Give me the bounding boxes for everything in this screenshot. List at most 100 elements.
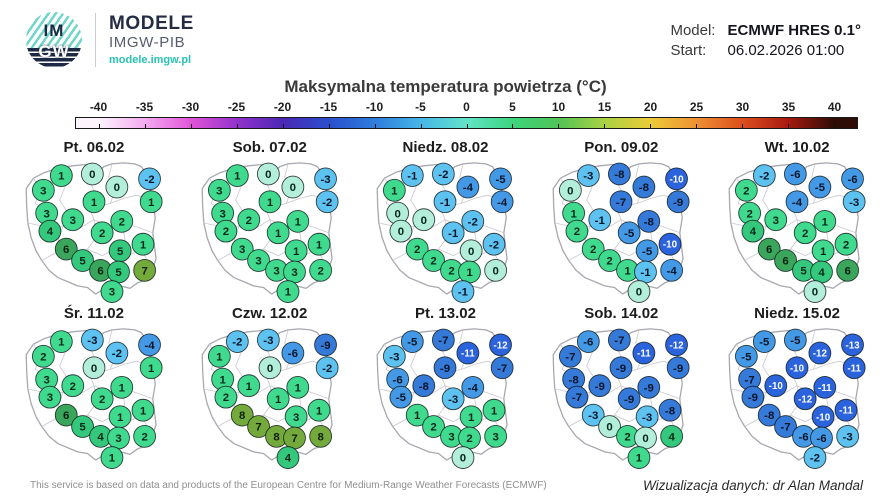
map-date-title: Pt. 06.02 [63,139,125,156]
svg-text:-11: -11 [847,363,861,374]
temperature-marker: 0 [82,356,106,380]
svg-text:0: 0 [267,363,273,375]
svg-text:2: 2 [415,244,421,256]
forecast-map-cell: Niedz. 08.02 -1 -2 -5 1 -4 -1 -4 0 0 -2 -1 0 2 2 0 -2 2 1 0… [358,139,534,305]
temperature-marker: -10 [665,167,689,191]
svg-text:1: 1 [284,287,291,299]
svg-text:-10: -10 [769,381,784,392]
svg-text:-12: -12 [798,394,813,405]
svg-text:-6: -6 [393,374,403,386]
temperature-marker: 0 [452,446,475,469]
svg-text:-12: -12 [670,340,685,351]
temperature-marker: -13 [841,333,865,357]
svg-text:7: 7 [255,422,261,434]
svg-text:1: 1 [275,228,282,240]
svg-text:4: 4 [750,226,757,238]
temperature-marker: 3 [100,280,124,303]
svg-text:2: 2 [40,351,46,363]
svg-text:-7: -7 [745,374,755,386]
forecast-map-cell: Pt. 13.02 -5 -7 -12 -3 -11 -9 -7 -6 -8 -4 -3 -5 1 2 1 1 3… [358,305,534,471]
temperature-marker: -8 [412,374,436,398]
temperature-marker: 8 [308,424,332,448]
temperature-marker: -9 [637,375,661,399]
svg-text:0: 0 [567,185,573,197]
colorbar-label: 15 [597,100,612,114]
temperature-marker: 1 [139,356,163,380]
temperature-marker: -11 [632,341,656,365]
temperature-marker: 2 [834,232,858,256]
temperature-marker: 0 [412,208,436,232]
svg-text:1: 1 [625,265,632,277]
temperature-marker: 2 [406,237,430,261]
svg-text:8: 8 [239,410,245,422]
svg-text:-4: -4 [667,265,678,277]
colorbar-label: -25 [227,100,246,114]
temperature-marker: 1 [225,164,249,187]
svg-text:1: 1 [58,337,65,349]
temperature-marker: -12 [808,341,832,365]
svg-text:5: 5 [800,265,807,277]
svg-text:-3: -3 [843,431,853,443]
temperature-marker: 3 [284,405,308,429]
svg-text:2: 2 [431,256,437,268]
svg-text:1: 1 [219,374,226,386]
poland-map: -5 -5 -13-5 -12-10 -11-7-10 -11-12-9-8-7-10-1… [728,328,866,469]
temperature-marker: 1 [276,280,300,303]
temperature-marker: -3 [636,405,659,429]
svg-text:-2: -2 [439,169,449,181]
svg-text:-10: -10 [670,174,685,185]
svg-text:-3: -3 [320,174,330,186]
temperature-marker: -1 [634,260,658,284]
temperature-marker: 0 [256,162,280,186]
svg-text:1: 1 [267,197,274,209]
svg-text:3: 3 [773,215,779,227]
svg-text:-3: -3 [390,351,400,363]
svg-text:2: 2 [843,239,849,251]
svg-text:-2: -2 [489,239,499,251]
svg-text:-11: -11 [637,349,651,360]
temperature-marker: 0 [80,162,104,186]
brand-url-link[interactable]: modele.imgw.pl [109,54,192,66]
temperature-marker: 3 [764,208,788,232]
svg-text:-5: -5 [815,182,826,194]
svg-text:-3: -3 [849,197,859,209]
svg-text:3: 3 [239,244,245,256]
forecast-map-cell: Pt. 06.02 1 0 -2 3 0 1 1 3 3 2 2 4 6 5 5 1 6 5 7 3 [6,139,182,305]
page-title: Maksymalna temperatura powietrza (°C) [284,77,607,96]
svg-text:3: 3 [219,208,225,220]
svg-text:1: 1 [316,239,323,251]
svg-text:-8: -8 [639,182,649,194]
temperature-marker: -1 [588,208,612,232]
temperature-marker: 1 [207,344,231,368]
forecast-map-cell: Niedz. 15.02 -5 -5 -13 -5 -12 -10 -11 -7 -10 -11 -1… [709,305,885,471]
svg-text:-3: -3 [642,412,652,424]
svg-text:-9: -9 [595,381,605,393]
temperature-marker: -5 [784,328,807,352]
svg-text:1: 1 [316,405,323,417]
svg-text:-2: -2 [112,348,122,360]
colorbar-tick [695,124,697,128]
svg-text:2: 2 [574,226,580,238]
svg-text:-3: -3 [263,335,273,347]
svg-text:3: 3 [69,215,75,227]
temperature-marker: -2 [225,330,249,353]
svg-text:3: 3 [43,208,49,220]
temperature-marker: -5 [401,330,425,353]
temperature-marker: -7 [774,415,798,438]
temperature-marker: -4 [456,175,480,199]
svg-text:2: 2 [245,215,251,227]
svg-text:1: 1 [822,216,829,228]
svg-text:0: 0 [468,246,474,258]
temperature-marker: -9 [667,190,690,214]
logo-stripes-decoration [26,47,82,68]
svg-text:-10: -10 [790,363,805,374]
temperature-marker: -2 [105,341,129,365]
svg-text:0: 0 [89,169,95,181]
svg-text:3: 3 [40,185,46,197]
temperature-marker: -5 [636,239,659,263]
temperature-marker: -5 [808,175,832,199]
svg-text:6: 6 [63,410,69,422]
temperature-marker: -8 [632,175,656,199]
svg-text:-6: -6 [790,169,800,181]
